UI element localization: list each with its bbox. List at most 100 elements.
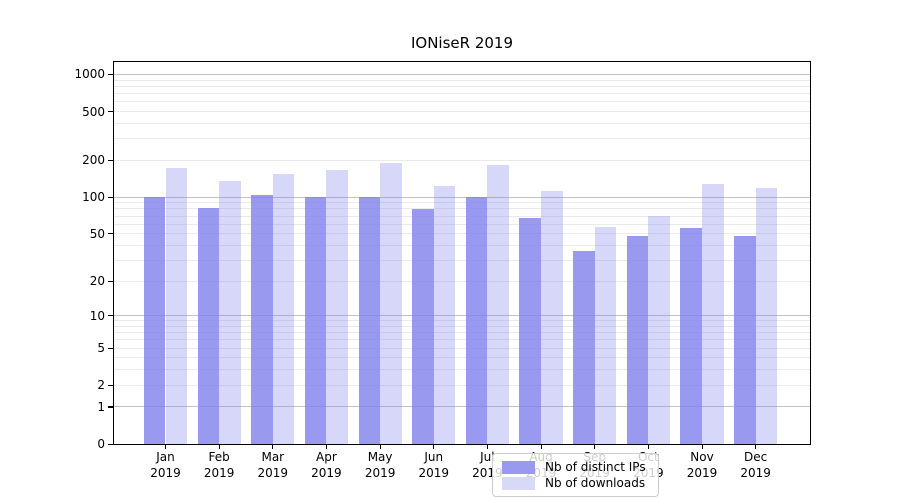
minor-gridline — [114, 85, 810, 87]
y-tick-label: 5 — [97, 341, 105, 356]
minor-gridline — [114, 138, 810, 140]
y-tick-mark — [108, 280, 113, 282]
bar-aug-ips — [519, 217, 542, 444]
bar-jul-downloads — [487, 165, 509, 444]
bar-apr-downloads — [326, 169, 349, 444]
bar-jun-ips — [412, 209, 434, 444]
x-tick-mark — [379, 444, 381, 449]
x-tick-mark — [272, 444, 274, 449]
bar-oct-downloads — [648, 216, 670, 444]
x-tick-mark — [486, 444, 489, 449]
minor-gridline — [114, 347, 810, 349]
bar-jul-ips — [465, 197, 488, 444]
minor-gridline — [114, 79, 810, 81]
x-tick-label-nov: Nov 2019 — [670, 450, 734, 481]
minor-gridline — [114, 369, 810, 371]
bar-oct-ips — [626, 235, 649, 444]
bar-nov-ips — [680, 227, 702, 444]
y-tick-label: 2 — [97, 378, 105, 393]
minor-gridline — [114, 244, 810, 246]
minor-gridline — [114, 208, 810, 210]
minor-gridline — [114, 384, 810, 386]
legend-row-downloads: Nb of downloads — [502, 476, 649, 490]
major-gridline — [114, 406, 810, 408]
x-tick-year: 2019 — [311, 465, 342, 480]
x-tick-month: Jan — [156, 450, 175, 464]
y-tick-mark — [108, 406, 113, 408]
bar-apr-ips — [304, 196, 327, 444]
y-tick-label: 1000 — [74, 67, 105, 82]
y-tick-mark — [108, 443, 113, 445]
y-tick-mark — [108, 111, 113, 113]
bar-sep-downloads — [594, 226, 617, 444]
x-tick-mark — [165, 444, 167, 449]
x-tick-mark — [701, 444, 703, 449]
y-tick-mark — [108, 315, 113, 317]
legend-label-distinct-ips: Nb of distinct IPs — [545, 460, 646, 474]
minor-gridline — [114, 202, 810, 204]
x-tick-year: 2019 — [418, 465, 450, 480]
x-tick-mark — [594, 444, 596, 449]
y-tick-label: 50 — [89, 226, 105, 241]
x-tick-month: Feb — [208, 450, 230, 464]
plot-area: Nb of distinct IPs Nb of downloads — [113, 61, 811, 497]
x-tick-mark — [647, 444, 650, 449]
y-tick-label: 0 — [97, 437, 105, 451]
minor-gridline — [114, 339, 810, 341]
bar-nov-downloads — [702, 184, 724, 444]
x-tick-label-dec: Dec 2019 — [724, 450, 788, 481]
y-tick-mark — [108, 384, 113, 386]
bar-jun-downloads — [433, 185, 456, 444]
x-tick-month: Apr — [316, 450, 337, 464]
minor-gridline — [114, 101, 810, 103]
major-gridline — [114, 315, 810, 317]
legend-swatch-downloads — [502, 476, 535, 490]
bar-jan-ips — [143, 197, 166, 444]
x-tick-year: 2019 — [150, 465, 181, 480]
minor-gridline — [114, 320, 810, 322]
y-tick-label: 10 — [89, 308, 105, 323]
bar-mar-ips — [251, 195, 273, 444]
y-tick-mark — [108, 159, 113, 162]
x-tick-year: 2019 — [257, 465, 289, 480]
legend: Nb of distinct IPs Nb of downloads — [492, 453, 659, 497]
x-tick-mark — [433, 444, 435, 449]
minor-gridline — [114, 280, 810, 282]
minor-gridline — [114, 233, 810, 235]
bar-sep-ips — [573, 250, 595, 444]
legend-label-downloads: Nb of downloads — [545, 476, 646, 490]
x-tick-label-feb: Feb 2019 — [187, 450, 251, 481]
y-tick-mark — [108, 196, 113, 198]
minor-gridline — [114, 223, 810, 225]
bar-dec-ips — [734, 235, 756, 444]
bar-feb-ips — [197, 207, 220, 444]
x-tick-month: Nov — [690, 450, 714, 464]
x-tick-year: 2019 — [740, 465, 771, 480]
major-gridline — [114, 74, 810, 75]
chart-title: IONiseR 2019 — [410, 34, 514, 52]
x-tick-month: Jun — [424, 450, 444, 464]
x-tick-month: May — [367, 450, 393, 464]
minor-gridline — [114, 326, 810, 327]
minor-gridline — [114, 332, 810, 334]
y-tick-mark — [108, 73, 113, 76]
minor-gridline — [114, 159, 810, 161]
minor-gridline — [114, 111, 810, 113]
bar-dec-downloads — [755, 188, 778, 444]
y-tick-mark — [108, 347, 113, 349]
x-tick-month: Mar — [261, 450, 285, 464]
minor-gridline — [114, 122, 810, 124]
bar-may-downloads — [380, 163, 402, 444]
bar-jan-downloads — [165, 167, 188, 444]
x-tick-mark — [218, 444, 220, 449]
y-tick-label: 200 — [82, 153, 105, 168]
x-tick-month: Jul — [480, 450, 495, 464]
major-gridline — [114, 196, 810, 198]
x-tick-mark — [755, 444, 757, 449]
x-tick-label-apr: Apr 2019 — [294, 450, 358, 481]
x-tick-year: 2019 — [364, 465, 396, 480]
bar-mar-downloads — [272, 173, 295, 444]
x-tick-label-jan: Jan 2019 — [134, 450, 198, 481]
minor-gridline — [114, 357, 810, 359]
